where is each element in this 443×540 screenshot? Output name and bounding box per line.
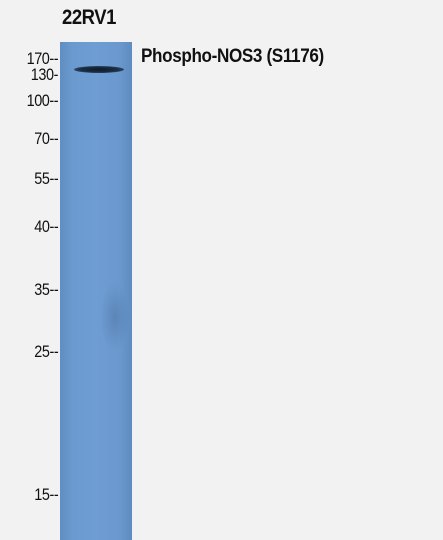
marker-label: 130-: [30, 65, 59, 84]
protein-label: Phospho-NOS3 (S1176): [141, 46, 324, 67]
marker-label: 100--: [26, 91, 58, 110]
marker-label: 15--: [34, 485, 58, 504]
lane-smudge: [100, 282, 130, 352]
sample-label: 22RV1: [62, 6, 116, 29]
marker-label: 55--: [34, 169, 58, 188]
marker-label: 25--: [34, 342, 58, 361]
marker-label: 70--: [34, 129, 58, 148]
marker-label: 170--: [26, 49, 58, 68]
blot-lane: [60, 42, 132, 540]
marker-label: 35--: [34, 280, 58, 299]
marker-label: 40--: [34, 217, 58, 236]
protein-band: [74, 66, 124, 73]
